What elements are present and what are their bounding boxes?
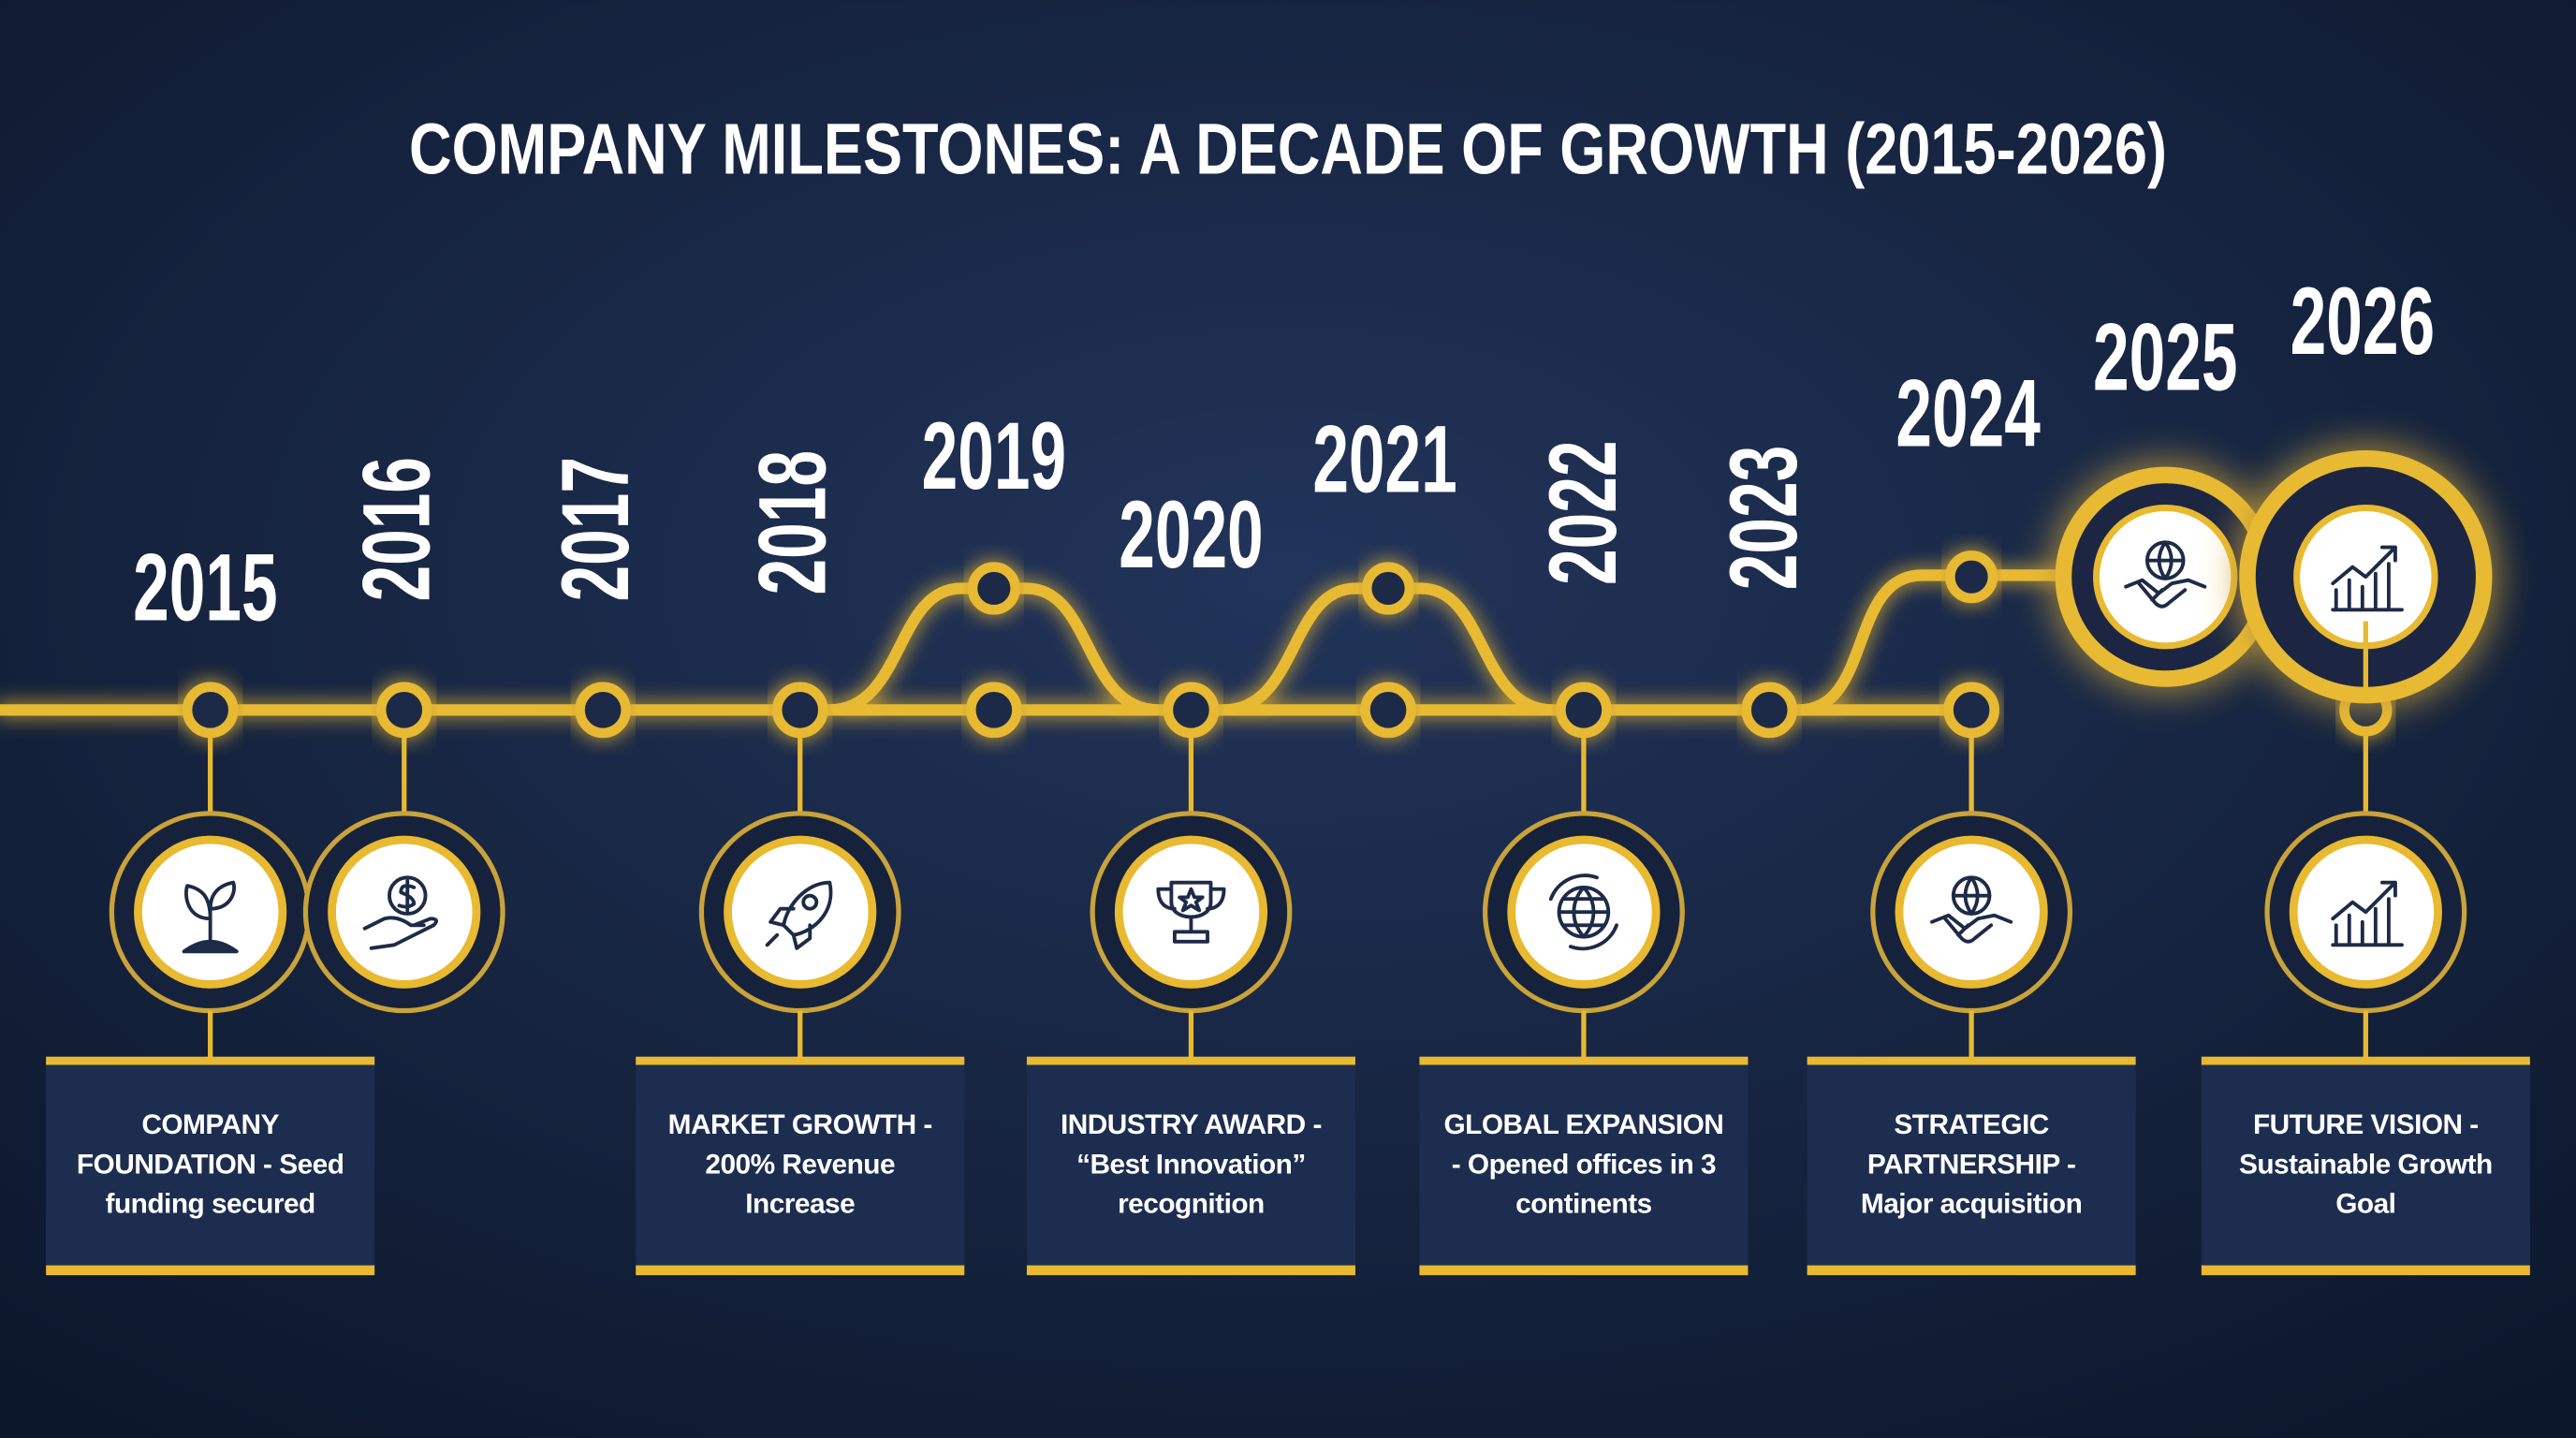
milestone-text: INDUSTRY AWARD - “Best Innovation” recog…: [1060, 1108, 1322, 1220]
year-label: 2026: [2291, 268, 2435, 374]
card-border-bottom: [636, 1265, 965, 1276]
timeline-node: [966, 682, 1022, 739]
year-label: 2018: [739, 450, 846, 594]
year-label: 2016: [344, 457, 450, 601]
card-border-top: [2201, 1056, 2530, 1065]
card-text-box: INDUSTRY AWARD - “Best Innovation” recog…: [1060, 1108, 1322, 1220]
card: [636, 1060, 965, 1274]
card-text-box: MARKET GROWTH - 200% Revenue Increase: [667, 1108, 933, 1220]
card-border-top: [1807, 1056, 2136, 1065]
milestone-text: STRATEGIC PARTNERSHIP - Major acquisitio…: [1860, 1108, 2083, 1220]
icon-circle: [1114, 835, 1268, 989]
rise: [1793, 569, 2093, 716]
card-text-box: STRATEGIC PARTNERSHIP - Major acquisitio…: [1860, 1108, 2083, 1220]
year-label: 2017: [542, 457, 649, 601]
card: [1026, 1060, 1355, 1274]
milestone-text: GLOBAL EXPANSION - Opened offices in 3 c…: [1443, 1108, 1724, 1220]
icon: [2331, 545, 2404, 612]
year-label: 2024: [1895, 360, 2041, 466]
timeline-node: [575, 682, 631, 739]
icon-stroke: [2331, 880, 2404, 947]
icon-stroke: [1178, 887, 1205, 913]
timeline-node: [182, 682, 239, 739]
card-border-bottom: [1419, 1265, 1749, 1276]
card-text-box: FUTURE VISION - Sustainable Growth Goal: [2238, 1108, 2493, 1220]
icon-stroke: [801, 893, 819, 911]
icon-stroke: [388, 875, 428, 916]
card-text-box: COMPANY FOUNDATION - Seed funding secure…: [76, 1108, 344, 1220]
icon: [362, 875, 439, 950]
year-label: 2023: [1710, 446, 1817, 590]
icon-stroke: [2144, 540, 2186, 580]
year-label: 2022: [1530, 441, 1636, 585]
icon: [182, 880, 239, 954]
year-label: 2025: [2093, 304, 2237, 411]
timeline-node: [1361, 562, 1415, 615]
icon-stroke: [397, 878, 417, 913]
icon-stroke: [1557, 885, 1611, 939]
card-border-bottom: [2201, 1265, 2530, 1276]
icon-stroke: [362, 916, 439, 950]
title: COMPANY MILESTONES: A DECADE OF GROWTH (…: [409, 110, 2167, 190]
timeline-node: [1741, 682, 1798, 739]
icon-stroke: [1156, 880, 1226, 944]
timeline-node: [1556, 682, 1612, 739]
year-label: 2020: [1119, 481, 1263, 588]
timeline-node: [1943, 682, 1999, 739]
timeline-node: [1163, 682, 1220, 739]
card-border-top: [636, 1056, 965, 1065]
milestone-text: FUTURE VISION - Sustainable Growth Goal: [2238, 1108, 2493, 1220]
icon-fill: [182, 940, 239, 954]
timeline-node: [967, 562, 1020, 615]
card: [1807, 1060, 2136, 1274]
timeline-node: [1360, 682, 1416, 739]
card-border-bottom: [46, 1265, 375, 1276]
card: [1419, 1060, 1749, 1274]
card-border-top: [46, 1056, 375, 1065]
year-label: 2021: [1312, 405, 1456, 512]
icon-stroke: [1951, 875, 1992, 916]
icon-stroke: [2124, 578, 2207, 609]
year-label: 2015: [133, 534, 277, 640]
card: [46, 1060, 375, 1274]
card-text-box: GLOBAL EXPANSION - Opened offices in 3 c…: [1443, 1108, 1724, 1220]
card-border-top: [1026, 1056, 1355, 1065]
icon-stroke: [2331, 545, 2404, 612]
timeline-node: [771, 682, 828, 739]
year-label: 2019: [922, 403, 1066, 509]
card-border-bottom: [1807, 1265, 2136, 1276]
icon: [2124, 540, 2207, 609]
milestone-text: COMPANY FOUNDATION - Seed funding secure…: [76, 1108, 344, 1220]
icon-circle: [724, 835, 877, 989]
icon: [1930, 875, 2013, 944]
icon-stroke: [1930, 913, 2013, 944]
milestone-text: MARKET GROWTH - 200% Revenue Increase: [667, 1108, 933, 1220]
icon: [1548, 873, 1618, 951]
timeline-node: [375, 682, 432, 739]
card-border-bottom: [1026, 1265, 1355, 1276]
icon-stroke: [1548, 873, 1618, 951]
icon: [2331, 880, 2404, 947]
icon: [765, 880, 833, 950]
icon-stroke: [184, 880, 236, 944]
card: [2201, 1060, 2530, 1274]
timeline-node: [1945, 550, 1998, 604]
card-border-top: [1419, 1056, 1749, 1065]
icon-stroke: [765, 880, 833, 950]
icon: [1156, 880, 1226, 944]
